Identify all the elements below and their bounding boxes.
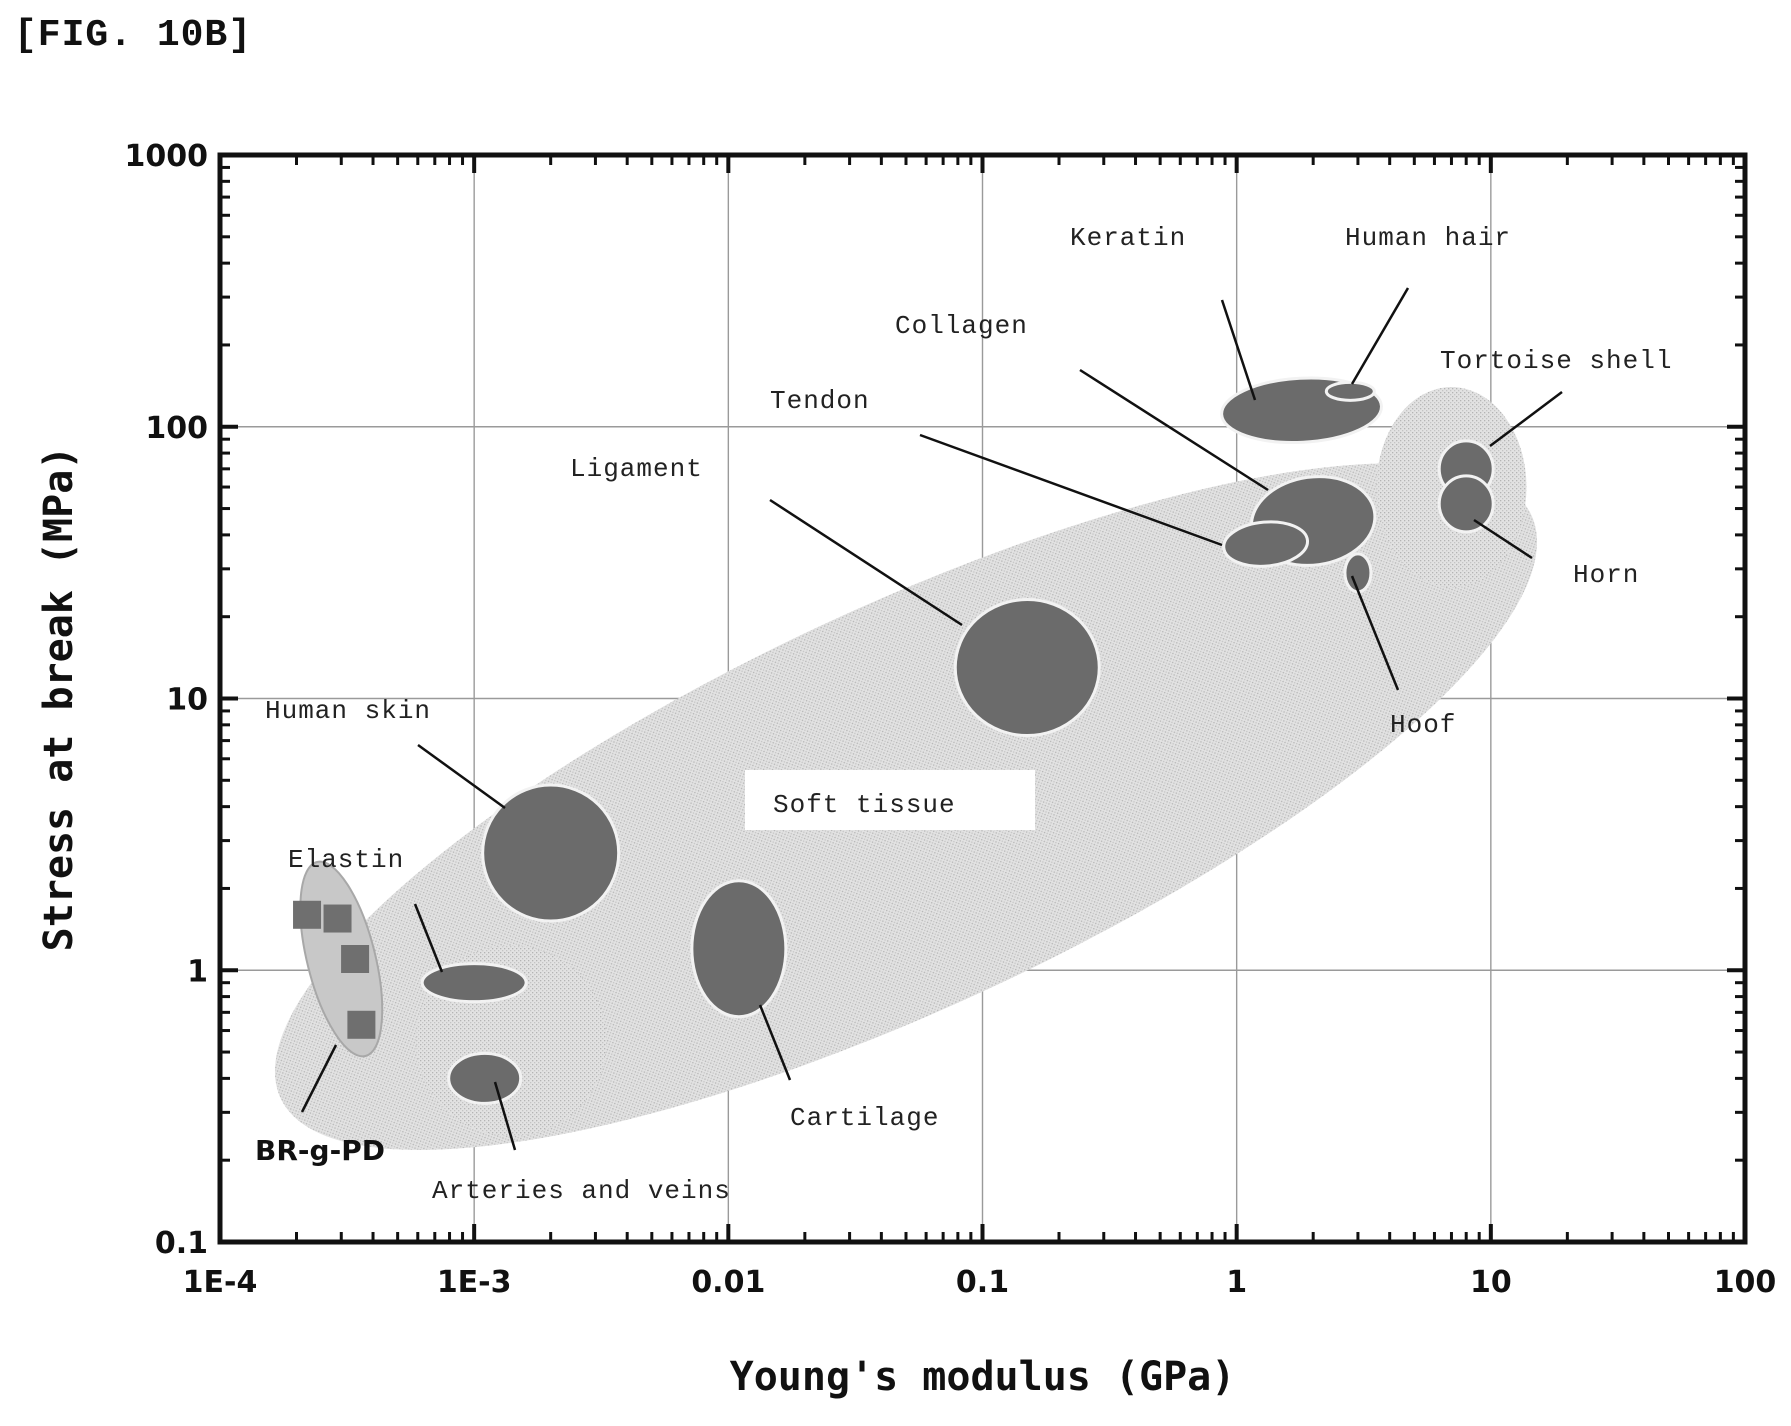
leader-line bbox=[417, 743, 506, 810]
x-tick-label: 0.1 bbox=[956, 1265, 1009, 1300]
br-g-pd-point bbox=[293, 900, 322, 929]
leader-line bbox=[1473, 518, 1533, 560]
arteries-and-veins-region bbox=[447, 1051, 523, 1105]
leader-line bbox=[1489, 391, 1563, 447]
x-tick-label: 1 bbox=[1226, 1265, 1247, 1300]
leader-line bbox=[1350, 575, 1400, 691]
human-hair-label: Human hair bbox=[1345, 223, 1511, 253]
x-tick-label: 0.01 bbox=[691, 1265, 765, 1300]
y-tick-label: 1000 bbox=[125, 139, 209, 174]
collagen-label: Collagen bbox=[895, 311, 1028, 341]
arteries-and-veins-label: Arteries and veins bbox=[432, 1176, 731, 1206]
soft-tissue-label-box bbox=[745, 770, 1035, 830]
leader-line bbox=[919, 433, 1223, 547]
human-hair-region bbox=[1324, 380, 1376, 402]
human-skin-region bbox=[481, 783, 621, 923]
ligament-region bbox=[953, 598, 1101, 738]
leader-line bbox=[1220, 299, 1257, 401]
figure-label: [FIG. 10B] bbox=[14, 14, 253, 57]
br-g-pd-point bbox=[347, 1010, 376, 1039]
leader-line bbox=[758, 1004, 792, 1081]
y-tick-label: 100 bbox=[145, 411, 208, 446]
y-tick-label: 1 bbox=[187, 954, 208, 989]
human-skin-label: Human skin bbox=[265, 696, 431, 726]
hoof-label: Hoof bbox=[1390, 710, 1456, 740]
leader-line bbox=[1350, 287, 1410, 385]
tortoise-shell-label: Tortoise shell bbox=[1440, 346, 1672, 376]
leader-line bbox=[493, 1081, 517, 1151]
tendon-region bbox=[1222, 520, 1310, 568]
leader-line bbox=[769, 498, 963, 627]
elastin-label: Elastin bbox=[288, 845, 404, 875]
tendon-label: Tendon bbox=[770, 386, 870, 416]
cartilage-region bbox=[690, 879, 788, 1019]
keratin-label: Keratin bbox=[1070, 223, 1186, 253]
y-tick-label: 0.1 bbox=[155, 1226, 208, 1261]
x-tick-label: 1E-4 bbox=[183, 1265, 258, 1300]
leader-line bbox=[300, 1044, 338, 1113]
br-g-pd-point bbox=[323, 904, 352, 933]
x-tick-label: 100 bbox=[1714, 1265, 1777, 1300]
soft-tissue-label: Soft tissue bbox=[773, 790, 956, 820]
leader-line bbox=[413, 903, 444, 973]
br-g-pd-point bbox=[341, 945, 370, 974]
x-tick-label: 10 bbox=[1470, 1265, 1512, 1300]
horn-region bbox=[1437, 474, 1495, 534]
br-g-pd-label: BR-g-PD bbox=[255, 1134, 385, 1167]
ligament-label: Ligament bbox=[570, 454, 703, 484]
y-tick-label: 10 bbox=[166, 683, 208, 718]
x-tick-label: 1E-3 bbox=[437, 1265, 512, 1300]
hoof-region bbox=[1343, 552, 1373, 594]
x-axis-label: Young's modulus (GPa) bbox=[730, 1354, 1236, 1400]
horn-label: Horn bbox=[1573, 560, 1639, 590]
cartilage-label: Cartilage bbox=[790, 1103, 939, 1133]
elastin-region bbox=[420, 962, 528, 1004]
y-axis-label: Stress at break (MPa) bbox=[36, 446, 82, 952]
leader-line bbox=[1079, 368, 1269, 492]
